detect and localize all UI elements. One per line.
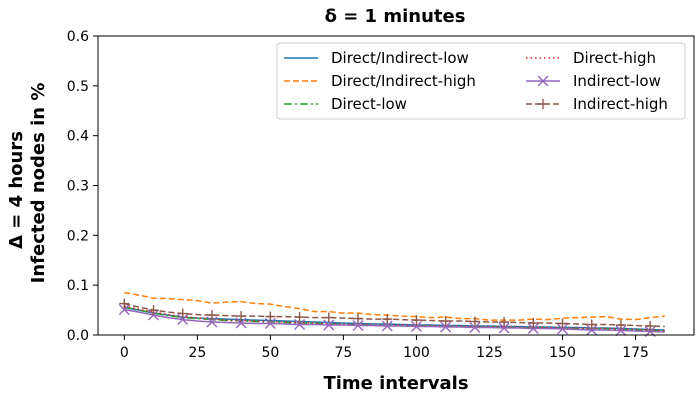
series-5-point: [177, 314, 189, 326]
legend: Direct/Indirect-low Direct/Indirect-high D…: [276, 42, 686, 120]
series-5-point: [469, 322, 481, 334]
series-6-point: [499, 317, 510, 328]
y-tick-label: 0.6: [67, 29, 89, 45]
series-5-point: [323, 319, 335, 331]
legend-box: [276, 42, 686, 120]
series-5-point: [586, 324, 598, 336]
legend-label: Direct-low: [331, 95, 407, 113]
y-tick-label: 0.5: [67, 79, 89, 95]
series-6-point: [586, 319, 597, 330]
series-5-point: [206, 316, 218, 328]
y-tick-label: 0.0: [67, 328, 89, 344]
y-tick-label: 0.1: [67, 278, 89, 294]
y-tick-label: 0.4: [67, 129, 89, 145]
series-6-point: [411, 315, 422, 326]
series-6-point: [294, 312, 305, 323]
x-tick-label: 50: [261, 345, 279, 361]
series-6-point: [148, 305, 159, 316]
series-6-point: [645, 321, 656, 332]
series-line-5: [124, 308, 665, 333]
x-axis-title: Time intervals: [323, 373, 468, 394]
series-5-point: [381, 320, 393, 332]
x-tick-label: 75: [334, 345, 352, 361]
legend-label: Direct-high: [573, 49, 656, 67]
series-5-point: [440, 321, 452, 333]
y-axis-title-line-2: Infected nodes in %: [28, 83, 49, 284]
series-5-point: [235, 317, 247, 329]
series-6-point: [265, 311, 276, 322]
series-6-point: [440, 316, 451, 327]
y-tick-label: 0.3: [67, 179, 89, 195]
series-5-point: [118, 304, 130, 316]
series-6-point: [119, 298, 130, 309]
plot-area: [118, 291, 665, 338]
series-5-point: [410, 321, 422, 333]
series-6-point: [323, 312, 334, 323]
y-axis-title-line-1: Δ = 4 hours: [6, 131, 27, 249]
series-6-point: [615, 320, 626, 331]
series-6-point: [353, 313, 364, 324]
series-5-point: [615, 325, 627, 337]
series-line-2: [124, 291, 665, 321]
x-tick-label: 125: [476, 345, 503, 361]
x-tick-label: 150: [549, 345, 576, 361]
series-6-point: [236, 311, 247, 322]
legend-marker: [537, 75, 549, 87]
legend-marker: [538, 99, 548, 109]
series-5-point: [498, 322, 510, 334]
series-6-point: [557, 318, 568, 329]
series-line-4: [124, 305, 665, 332]
series-5-point: [352, 320, 364, 332]
legend-label: Direct/Indirect-high: [331, 72, 476, 90]
chart-title: δ = 1 minutes: [325, 6, 466, 27]
axis-ticks: 0 25 50 75 100 125 150 175 0.0 0.1 0.2 0.3 0.4 0.5 0.6: [67, 29, 649, 361]
series-5-point: [527, 323, 539, 335]
series-6-point: [382, 314, 393, 325]
series-6-point: [528, 318, 539, 329]
series-5-point: [294, 319, 306, 331]
x-tick-label: 175: [622, 345, 649, 361]
legend-label: Indirect-high: [573, 95, 668, 113]
x-tick-label: 0: [120, 345, 129, 361]
series-5-point: [264, 318, 276, 330]
x-tick-label: 100: [403, 345, 430, 361]
y-tick-label: 0.2: [67, 228, 89, 244]
series-6-point: [469, 316, 480, 327]
series-6-point: [206, 310, 217, 321]
legend-label: Indirect-low: [573, 72, 661, 90]
x-tick-label: 25: [188, 345, 206, 361]
series-5-point: [557, 323, 569, 335]
legend-label: Direct/Indirect-low: [331, 49, 469, 67]
series-6-point: [177, 308, 188, 319]
